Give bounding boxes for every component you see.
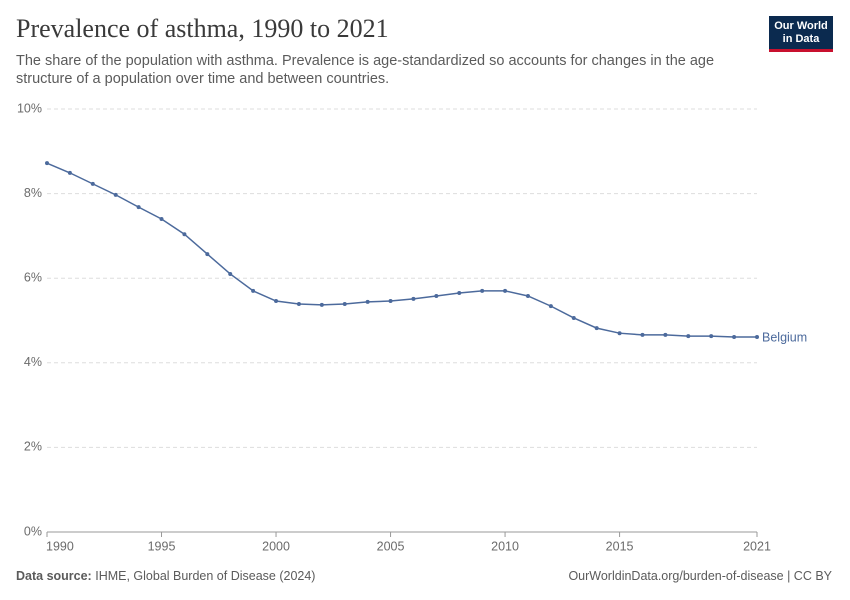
point <box>228 271 233 276</box>
point <box>686 334 691 339</box>
point <box>251 288 256 293</box>
point <box>136 205 141 210</box>
point <box>182 232 187 237</box>
point <box>617 331 622 336</box>
x-tick-label: 2021 <box>743 539 771 553</box>
x-tick-label: 2010 <box>491 539 519 553</box>
point <box>525 293 530 298</box>
source-text: IHME, Global Burden of Disease (2024) <box>95 569 316 583</box>
point <box>342 302 347 307</box>
point <box>67 170 72 175</box>
point <box>732 334 737 339</box>
credit[interactable]: OurWorldinData.org/burden-of-disease | C… <box>568 569 832 583</box>
series-label: Belgium <box>762 330 807 344</box>
point <box>388 299 393 304</box>
x-tick-label: 1990 <box>46 539 74 553</box>
point <box>571 315 576 320</box>
point <box>480 288 485 293</box>
point <box>205 252 210 257</box>
point <box>594 326 599 331</box>
point <box>411 296 416 301</box>
point <box>45 161 49 166</box>
series-line <box>46 162 757 338</box>
logo-line: in Data <box>782 33 820 45</box>
y-tick-label: 6% <box>24 270 42 284</box>
point <box>503 288 508 293</box>
x-tick-label: 2000 <box>262 539 290 553</box>
logo[interactable]: Our World in Data <box>769 16 833 52</box>
y-tick-label: 10% <box>17 101 42 115</box>
point <box>90 181 95 186</box>
source-label: Data source: <box>16 569 92 583</box>
point <box>663 332 668 337</box>
point <box>457 291 462 296</box>
x-tick-label: 2015 <box>606 539 634 553</box>
point <box>113 192 118 197</box>
logo-line: Our World <box>774 20 828 32</box>
point <box>434 293 439 298</box>
chart-title: Prevalence of asthma, 1990 to 2021 <box>16 14 389 43</box>
point <box>274 299 279 304</box>
x-tick-label: 2005 <box>377 539 405 553</box>
point <box>640 332 645 337</box>
point <box>755 334 759 339</box>
point <box>709 334 714 339</box>
x-tick-label: 1995 <box>148 539 176 553</box>
point <box>159 216 164 221</box>
y-tick-label: 4% <box>24 355 42 369</box>
point <box>296 302 301 307</box>
y-tick-label: 8% <box>24 186 42 200</box>
y-tick-label: 2% <box>24 440 42 454</box>
point <box>319 302 324 307</box>
source: Data source: IHME, Global Burden of Dise… <box>16 569 315 583</box>
chart-subtitle: The share of the population with asthma.… <box>16 53 715 87</box>
point <box>548 304 553 309</box>
chart: 0% 2% 4% 6% 8% 10% 1990 1995 2000 2005 2010 2015 202… <box>17 101 807 553</box>
point <box>365 299 370 304</box>
y-tick-label: 0% <box>24 524 42 538</box>
